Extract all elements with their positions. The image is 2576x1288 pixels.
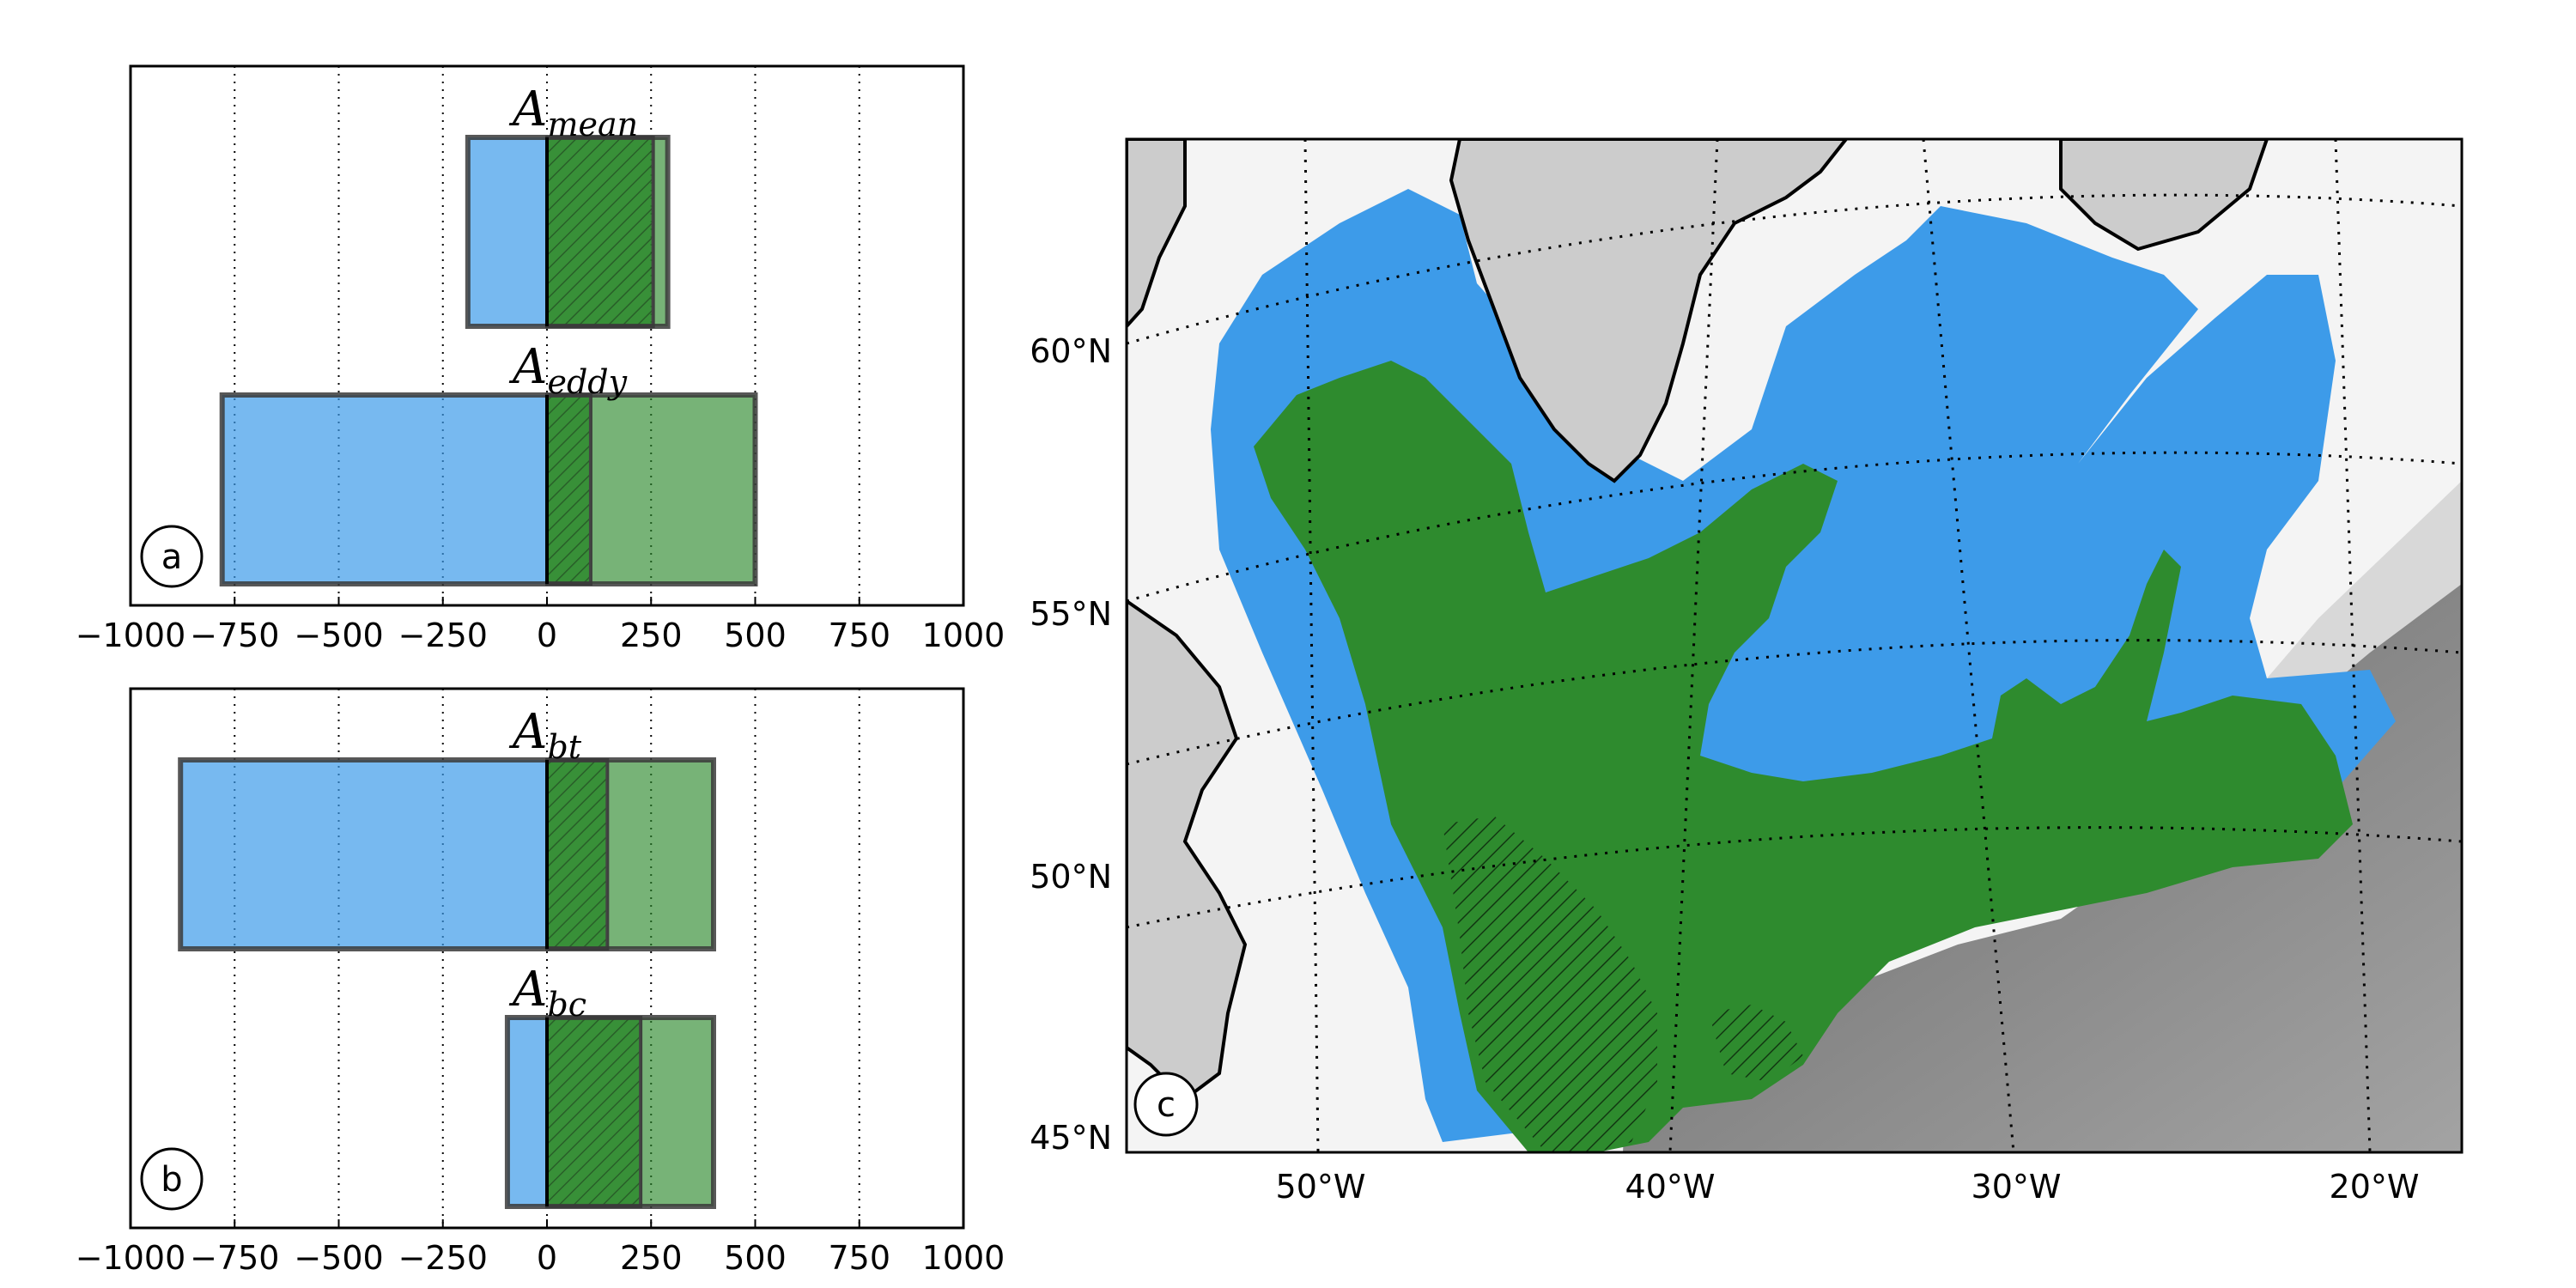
bar-outline [504,1015,716,1209]
lon-label: 30°W [1971,1168,2062,1206]
blue-bar [467,137,547,326]
labrador-land [1127,139,1187,329]
x-tick-label: 1000 [922,617,1005,654]
lat-label: 55°N [1030,595,1112,633]
x-axis: −1000 −750 −500 −250 0 250 500 750 1000 [76,1219,1005,1277]
x-tick-label: −750 [190,1239,279,1277]
lon-label: 50°W [1276,1168,1366,1206]
panel-label: c [1157,1085,1176,1125]
x-tick-label: −250 [398,617,488,654]
x-tick-label: 0 [537,1239,557,1277]
bar-title: Aeddy [508,339,628,401]
green-hatched-region [1443,816,1657,1152]
x-tick-label: 250 [620,617,683,654]
panel-label: b [161,1160,182,1200]
x-tick-label: −1000 [76,1239,186,1277]
x-tick-label: −500 [294,1239,383,1277]
bar-title: Abc [508,962,586,1024]
map-frame [1125,137,2464,1154]
x-tick-label: 0 [537,617,557,654]
lon-label: 20°W [2330,1168,2420,1206]
panel-label-circle [140,1147,204,1211]
bars: Abt Abc [178,704,716,1209]
green-bar [607,760,714,949]
greenland-land [1449,139,1849,483]
panel-label-circle [140,525,204,588]
x-axis: −1000 −750 −500 −250 0 250 500 750 1000 [76,597,1005,654]
panel-label: a [161,538,183,577]
x-tick-label: −250 [398,1239,488,1277]
green-hatched-bar [545,393,592,586]
bar-title: Amean [508,82,638,143]
panel-b: Abt Abc −1000 −750 −500 −250 0 250 500 750 1000 b [76,687,1005,1277]
panel-a: Amean Aeddy −1000 −750 −500 −250 0 250 500 750 10… [76,64,1005,654]
newfoundland-land [1127,598,1248,1102]
x-tick-label: 750 [828,1239,890,1277]
bar-outline [219,392,758,586]
blue-bar [222,395,547,584]
x-tick-label: 250 [620,1239,683,1277]
x-tick-label: 500 [724,617,787,654]
lon-label: 40°W [1625,1168,1716,1206]
green-hatched-bar [545,1016,643,1208]
x-tick-label: −500 [294,617,383,654]
lat-label: 45°N [1030,1119,1112,1157]
green-bar [590,395,756,584]
map-axis-labels: 60°N 55°N 50°N 45°N 50°W 40°W 30°W 20°W [1030,332,2419,1206]
panel-c-map: 60°N 55°N 50°N 45°N 50°W 40°W 30°W 20°W … [1030,137,2464,1206]
x-tick-label: −750 [190,617,279,654]
green-bar [653,137,668,326]
bar-outline [465,135,671,329]
x-tick-label: 750 [828,617,890,654]
bar-outline [178,757,716,951]
x-tick-label: 500 [724,1239,787,1277]
lat-label: 60°N [1030,332,1112,370]
green-hatched-bar [545,136,655,328]
blue-bar [507,1018,547,1206]
panel-label-circle [1133,1072,1199,1137]
blue-bar [180,760,547,949]
bar-title: Abt [508,704,582,766]
green-hatched-region [1709,1005,1803,1082]
green-hatched-bar [545,758,610,951]
green-bar [641,1018,714,1206]
x-tick-label: 1000 [922,1239,1005,1277]
graticule [1127,139,2462,1152]
x-tick-label: −1000 [76,617,186,654]
lat-label: 50°N [1030,858,1112,896]
bars: Amean Aeddy [219,82,758,586]
bathymetry-ridge [2215,481,2462,738]
